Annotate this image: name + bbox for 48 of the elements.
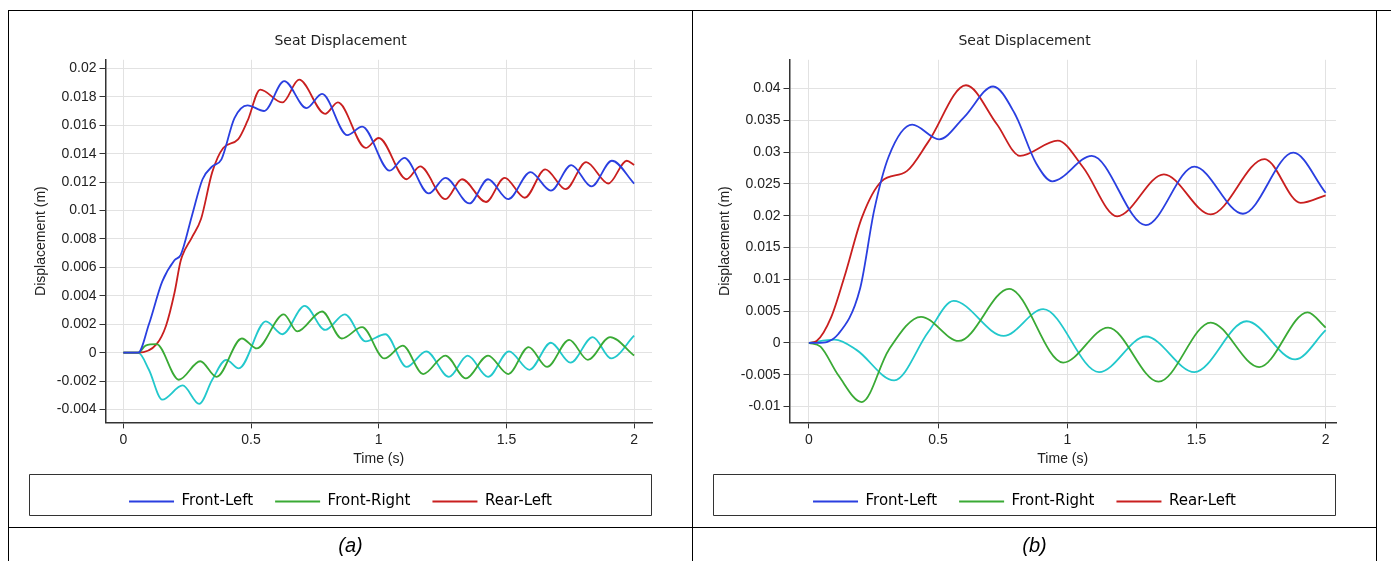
x-tick-label: 1	[374, 430, 383, 447]
y-tick-label: 0.02	[753, 206, 781, 223]
x-tick-label: 2	[630, 430, 639, 447]
y-tick-label: 0.035	[745, 111, 781, 128]
y-tick-label: 0.012	[61, 172, 97, 189]
x-tick-label: 1.5	[496, 430, 517, 447]
y-tick-label: 0.008	[61, 229, 97, 246]
x-axis-title: Time (s)	[1037, 450, 1089, 467]
legend-label: Front-Left	[181, 491, 254, 510]
chart-title: Seat Displacement	[958, 32, 1092, 49]
y-tick-label: 0.025	[745, 174, 781, 191]
chart-title: Seat Displacement	[274, 32, 408, 49]
x-tick-label: 0.5	[928, 430, 949, 447]
legend-label: Front-Right	[1011, 491, 1095, 510]
x-tick-label: 0.5	[241, 430, 261, 447]
y-tick-label: 0.03	[753, 142, 781, 159]
y-tick-label: 0.005	[745, 301, 781, 318]
y-axis-title: Displacement (m)	[716, 186, 733, 296]
x-tick-label: 1	[1063, 430, 1072, 447]
y-tick-label: 0.016	[61, 116, 97, 133]
x-tick-label: 0	[804, 430, 813, 447]
y-tick-label: 0.018	[61, 87, 97, 104]
legend-label: Front-Right	[327, 491, 411, 510]
y-tick-label: 0.015	[745, 238, 781, 255]
x-axis-title: Time (s)	[353, 450, 405, 467]
legend-label: Rear-Left	[484, 491, 553, 510]
x-tick-label: 0	[119, 430, 128, 447]
y-axis-title: Displacement (m)	[32, 186, 49, 296]
y-tick-label: 0.04	[753, 79, 781, 96]
y-tick-label: 0	[88, 343, 97, 360]
y-tick-label: 0.004	[61, 286, 97, 303]
y-tick-label: 0.006	[61, 258, 97, 275]
y-tick-label: 0.01	[753, 270, 781, 287]
y-tick-label: -0.01	[748, 397, 781, 414]
x-tick-label: 2	[1321, 430, 1330, 447]
y-tick-label: -0.004	[56, 400, 97, 417]
y-tick-label: 0.01	[69, 201, 97, 218]
y-tick-label: 0	[772, 333, 781, 350]
y-tick-label: 0.014	[61, 144, 97, 161]
y-tick-label: 0.02	[69, 59, 97, 76]
x-tick-label: 1.5	[1186, 430, 1207, 447]
text: (b)	[693, 527, 1376, 561]
y-tick-label: 0.002	[61, 315, 97, 332]
y-tick-label: -0.002	[56, 372, 97, 389]
legend-label: Rear-Left	[1168, 491, 1237, 510]
y-tick-label: -0.005	[740, 365, 781, 382]
legend-label: Front-Left	[865, 491, 938, 510]
text: (a)	[9, 527, 692, 561]
